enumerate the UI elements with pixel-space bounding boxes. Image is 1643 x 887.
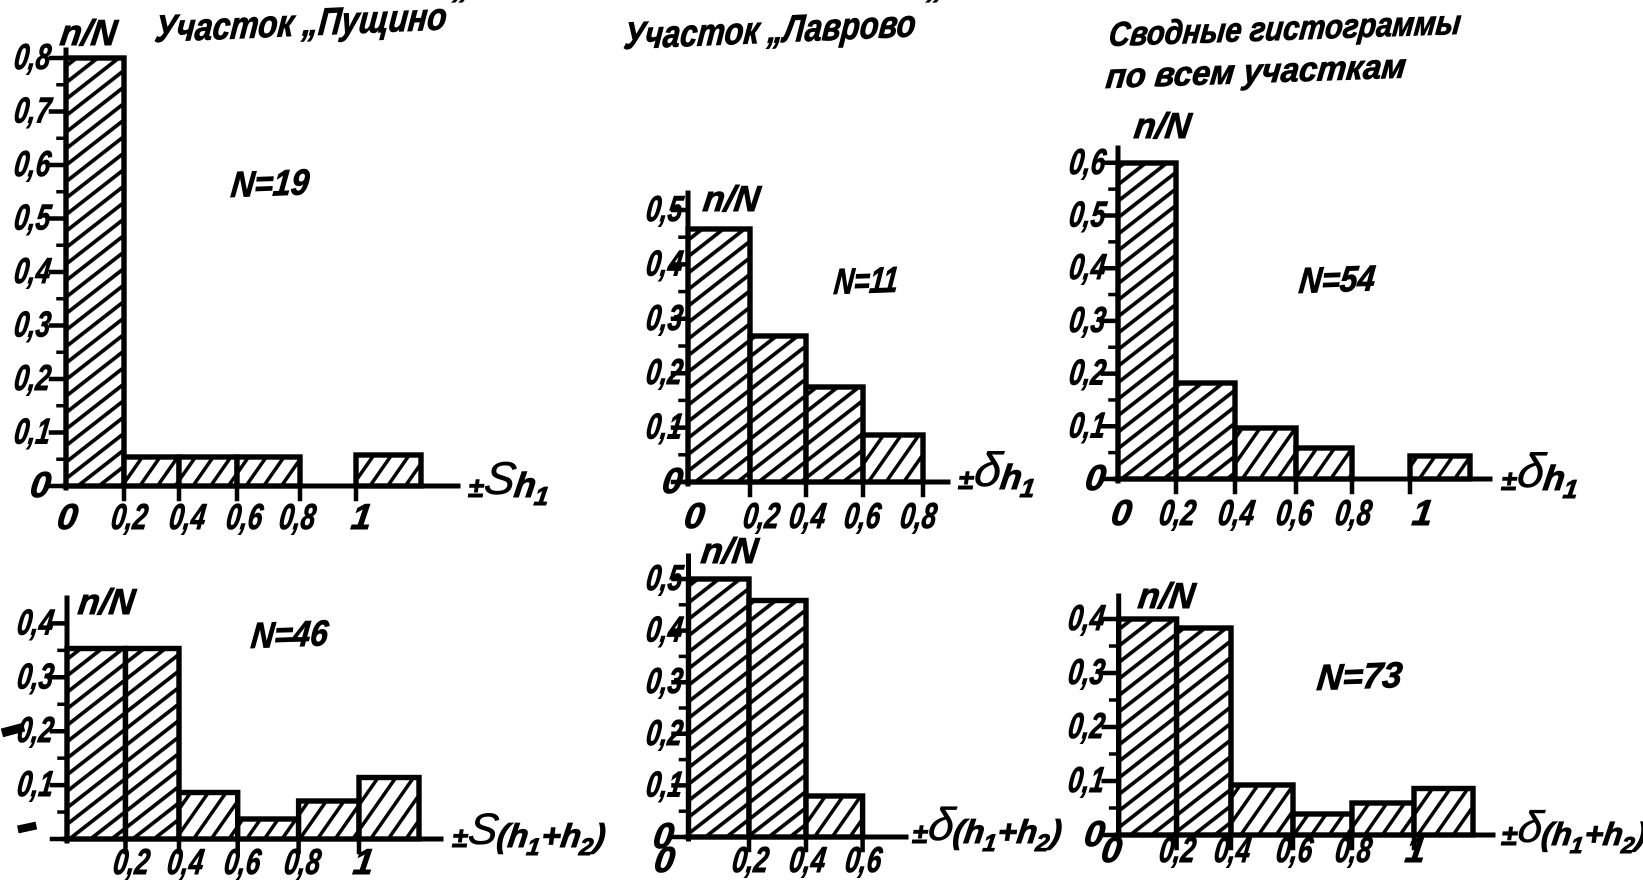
svg-text:±Sh1: ±Sh1 — [465, 452, 555, 511]
svg-text:0,5: 0,5 — [12, 197, 54, 238]
svg-text:0,3: 0,3 — [1066, 651, 1108, 692]
svg-text:±δh1: ±δh1 — [955, 443, 1041, 503]
svg-text:0,8: 0,8 — [1333, 492, 1375, 533]
svg-text:0,4: 0,4 — [1212, 829, 1254, 870]
svg-text:0,2: 0,2 — [12, 357, 54, 398]
svg-text:0,4: 0,4 — [1067, 246, 1109, 287]
svg-text:0,6: 0,6 — [12, 143, 54, 184]
svg-text:0,2: 0,2 — [109, 496, 151, 537]
svg-text:0,4: 0,4 — [787, 495, 829, 536]
svg-text:0,8: 0,8 — [282, 841, 324, 882]
svg-text:0,4: 0,4 — [644, 609, 686, 650]
svg-text:0,4: 0,4 — [1216, 492, 1258, 533]
svg-text:±S(h1+h2): ±S(h1+h2) — [449, 805, 610, 861]
svg-text:±δh1: ±δh1 — [1498, 444, 1584, 504]
svg-text:0,1: 0,1 — [644, 764, 686, 805]
svg-text:0,7: 0,7 — [12, 90, 55, 131]
svg-text:0,4: 0,4 — [15, 602, 57, 643]
svg-text:0,2: 0,2 — [1066, 705, 1108, 746]
svg-text:0,2: 0,2 — [741, 495, 783, 536]
svg-text:N=11: N=11 — [832, 259, 900, 302]
svg-text:0,2: 0,2 — [730, 839, 772, 880]
svg-text:0,2: 0,2 — [111, 841, 153, 882]
svg-text:0: 0 — [1099, 829, 1125, 870]
svg-text:0,3: 0,3 — [1067, 299, 1109, 340]
svg-text:0,3: 0,3 — [12, 304, 54, 345]
svg-text:N=19: N=19 — [229, 161, 311, 205]
svg-text:0,6: 0,6 — [222, 841, 264, 882]
svg-text:n/N: n/N — [1136, 575, 1199, 616]
svg-text:n/N: n/N — [58, 12, 121, 53]
svg-text:0,1: 0,1 — [15, 763, 57, 804]
svg-text:0,1: 0,1 — [1066, 759, 1108, 800]
svg-text:0,3: 0,3 — [644, 660, 686, 701]
svg-text:n/N: n/N — [76, 581, 139, 622]
svg-text:0,4: 0,4 — [1066, 597, 1108, 638]
svg-text:0,4: 0,4 — [644, 243, 686, 284]
svg-text:N=54: N=54 — [1297, 257, 1377, 301]
svg-text:0,6: 0,6 — [1067, 141, 1109, 182]
svg-text:0,2: 0,2 — [1157, 829, 1199, 870]
svg-text:0,8: 0,8 — [12, 36, 54, 77]
svg-text:±δ(h1+h2): ±δ(h1+h2) — [1498, 803, 1643, 858]
svg-text:0,4: 0,4 — [165, 841, 207, 882]
svg-text:0,3: 0,3 — [15, 655, 57, 696]
svg-text:n/N: n/N — [699, 530, 762, 571]
svg-text:0,2: 0,2 — [1067, 352, 1109, 393]
svg-text:0,6: 0,6 — [1274, 829, 1316, 870]
svg-text:n/N: n/N — [701, 178, 764, 219]
svg-text:0,4: 0,4 — [167, 496, 209, 537]
svg-text:0,5: 0,5 — [644, 188, 686, 229]
svg-text:±δ(h1+h2): ±δ(h1+h2) — [909, 798, 1066, 857]
svg-text:0,6: 0,6 — [843, 839, 885, 880]
svg-text:n/N: n/N — [1132, 105, 1195, 146]
svg-text:N=46: N=46 — [249, 612, 331, 656]
svg-text:0,2: 0,2 — [1157, 492, 1199, 533]
svg-text:0,1: 0,1 — [644, 406, 686, 447]
svg-text:0,4: 0,4 — [787, 839, 829, 880]
svg-text:0,3: 0,3 — [644, 297, 686, 338]
svg-text:0,6: 0,6 — [842, 495, 884, 536]
svg-text:0,4: 0,4 — [12, 250, 54, 291]
svg-text:0,6: 0,6 — [224, 496, 266, 537]
svg-text:0,5: 0,5 — [644, 557, 686, 598]
svg-text:0: 0 — [660, 460, 686, 501]
svg-text:0,8: 0,8 — [898, 495, 940, 536]
svg-text:0,1: 0,1 — [12, 411, 54, 452]
svg-text:N=73: N=73 — [1315, 654, 1404, 698]
svg-text:0,2: 0,2 — [644, 712, 686, 753]
svg-text:0,6: 0,6 — [1274, 492, 1316, 533]
svg-text:0,8: 0,8 — [277, 496, 319, 537]
svg-text:0,5: 0,5 — [1067, 194, 1109, 235]
svg-text:0,2: 0,2 — [644, 351, 686, 392]
svg-text:0,1: 0,1 — [1067, 404, 1109, 445]
svg-text:0,8: 0,8 — [1333, 829, 1375, 870]
